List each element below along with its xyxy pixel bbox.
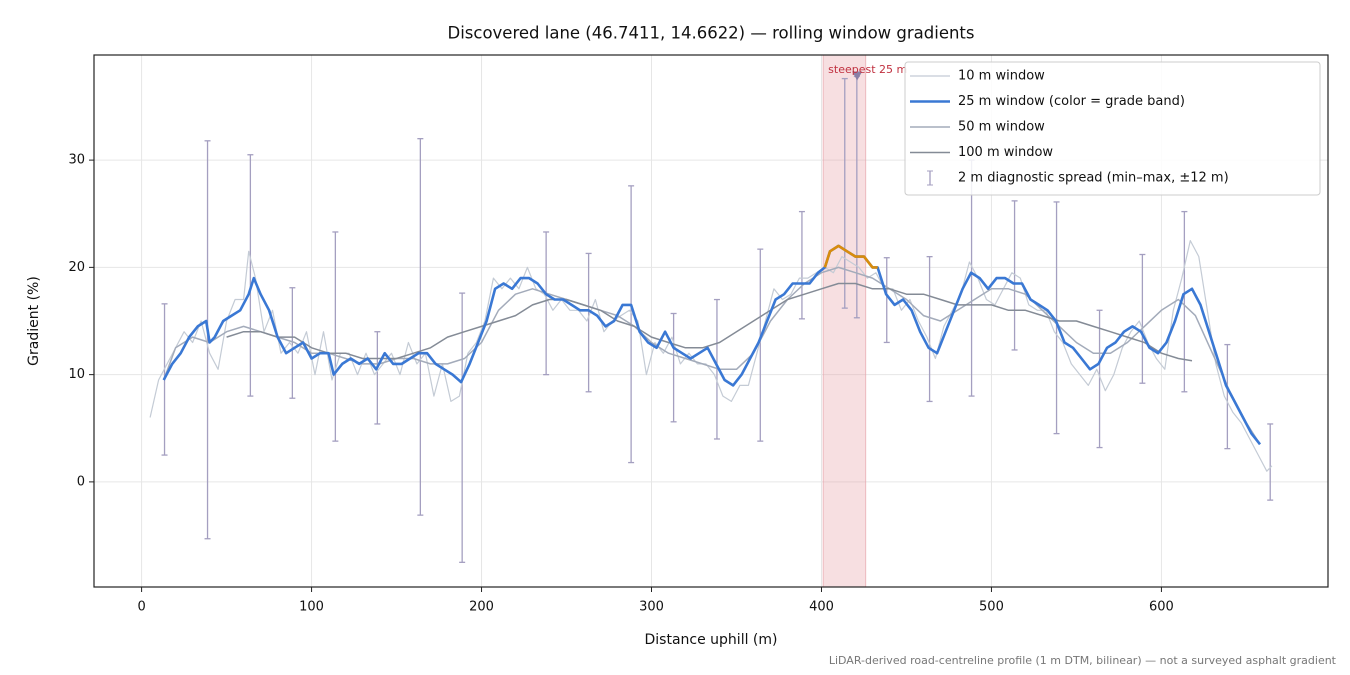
legend-label: 10 m window bbox=[958, 69, 1045, 84]
annotation: steepest 25 m bbox=[828, 63, 907, 76]
x-tick-label: 0 bbox=[137, 600, 145, 615]
chart-title: Discovered lane (46.7411, 14.6622) — rol… bbox=[447, 24, 974, 43]
x-tick-label: 300 bbox=[639, 600, 664, 615]
y-axis-label: Gradient (%) bbox=[26, 276, 42, 366]
steepest-marker bbox=[852, 71, 863, 81]
y-tick-label: 10 bbox=[68, 367, 85, 382]
x-axis-label: Distance uphill (m) bbox=[645, 632, 778, 648]
footnote: LiDAR-derived road-centreline profile (1… bbox=[829, 654, 1337, 667]
legend-label: 50 m window bbox=[958, 120, 1045, 135]
series-line bbox=[162, 244, 1262, 446]
x-tick-label: 500 bbox=[979, 600, 1004, 615]
legend-label: 100 m window bbox=[958, 145, 1053, 160]
legend-box bbox=[904, 61, 1321, 196]
series-line bbox=[162, 266, 1261, 445]
x-tick-label: 100 bbox=[299, 600, 324, 615]
legend-label: 2 m diagnostic spread (min–max, ±12 m) bbox=[958, 171, 1229, 186]
x-tick-label: 600 bbox=[1149, 600, 1174, 615]
y-tick-label: 0 bbox=[77, 474, 85, 489]
grade-band-line bbox=[823, 244, 878, 269]
x-tick-label: 200 bbox=[469, 600, 494, 615]
y-tick-label: 30 bbox=[68, 153, 85, 168]
x-tick-label: 400 bbox=[809, 600, 834, 615]
legend-label: 25 m window (color = grade band) bbox=[958, 94, 1185, 109]
y-tick-label: 20 bbox=[68, 260, 85, 275]
legend: 10 m window 25 m window (color = grade ba… bbox=[904, 61, 1321, 196]
plot-frame bbox=[93, 54, 1329, 588]
